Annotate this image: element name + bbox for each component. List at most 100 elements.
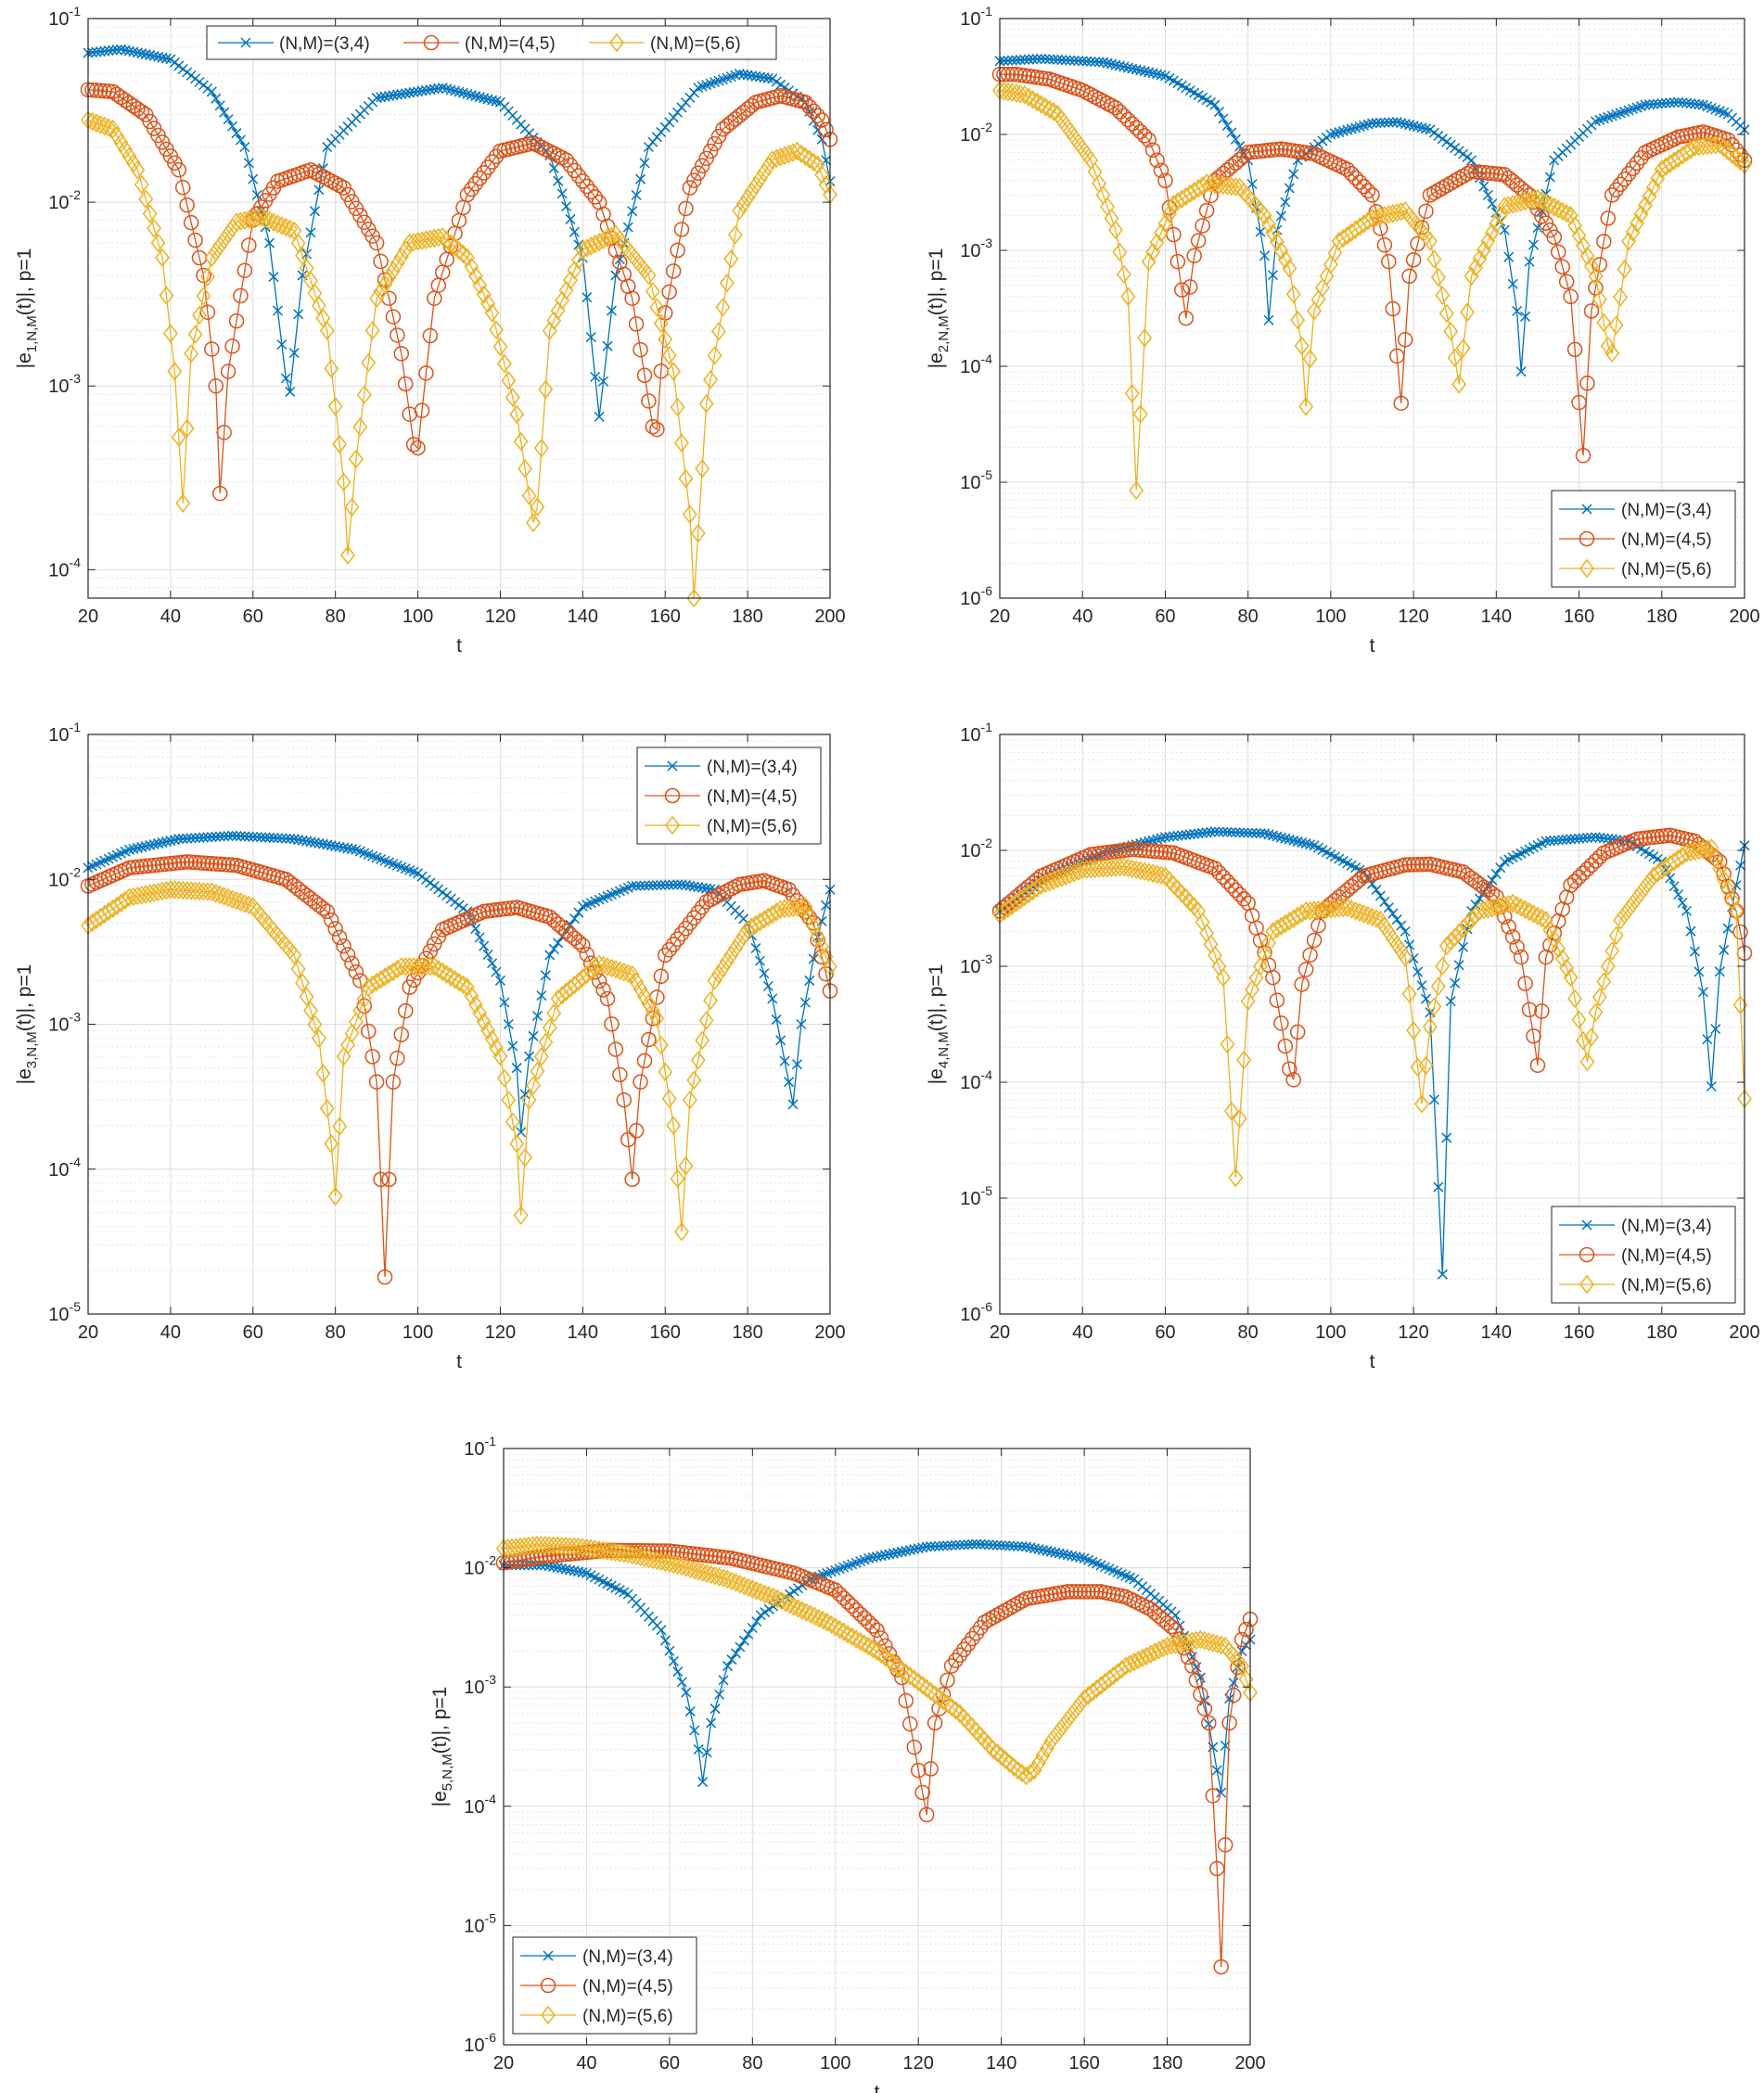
data-point [565, 213, 576, 224]
data-point [1315, 900, 1330, 920]
y-tick-label: 10-1 [960, 4, 992, 30]
data-point [926, 1541, 937, 1552]
data-point [206, 86, 217, 97]
data-point [1023, 54, 1034, 65]
data-point [455, 244, 471, 264]
data-point [199, 304, 216, 320]
data-point [1178, 310, 1194, 326]
data-point [664, 879, 675, 890]
data-point [494, 975, 505, 986]
data-point [1732, 924, 1748, 940]
data-point [93, 83, 109, 99]
data-point [125, 887, 141, 907]
data-point [798, 95, 813, 110]
chart-panel-3: 20 40 60 80 100 120 140 160 180 20010-510-410-310… [14, 720, 846, 1372]
data-point [326, 840, 337, 851]
data-point [1608, 182, 1624, 198]
data-point [844, 1598, 860, 1614]
data-point [245, 209, 261, 229]
data-point [235, 134, 246, 146]
data-point [636, 1053, 653, 1069]
data-point [1576, 1031, 1591, 1051]
y-tick-label-base: 10 [960, 725, 980, 746]
data-point [1131, 64, 1142, 75]
data-point [204, 341, 220, 357]
data-point [430, 928, 447, 945]
data-point [1640, 99, 1651, 110]
data-point [1043, 54, 1055, 65]
data-point [796, 1018, 807, 1030]
data-point [344, 497, 360, 517]
plot-area [88, 19, 830, 598]
y-tick-label-exponent: -3 [70, 371, 82, 386]
data-point [450, 85, 461, 96]
x-tick-label: 60 [659, 2053, 680, 2074]
data-point [954, 1539, 965, 1551]
data-point [747, 1622, 758, 1634]
data-point [99, 45, 110, 57]
data-point [1699, 135, 1715, 156]
data-point [553, 175, 564, 186]
data-point [990, 1742, 1005, 1763]
data-point [1217, 1837, 1234, 1853]
data-point [1652, 98, 1663, 109]
data-point [224, 889, 240, 909]
data-point [1694, 966, 1705, 977]
data-point [1005, 1598, 1022, 1614]
data-point [1720, 141, 1736, 161]
data-point [1197, 827, 1208, 838]
data-point [735, 195, 751, 214]
data-point [645, 418, 661, 435]
data-point [1172, 1634, 1187, 1653]
data-point [524, 1051, 535, 1062]
data-point [1110, 59, 1121, 70]
data-point [1501, 919, 1516, 935]
data-point [1557, 835, 1568, 846]
data-point [624, 1171, 640, 1188]
data-point [1563, 967, 1579, 988]
legend-label: (N,M)=(4,5) [582, 1977, 673, 1997]
data-point [585, 332, 596, 343]
data-point [1571, 1010, 1587, 1029]
data-point [1625, 223, 1641, 242]
data-point [703, 1564, 719, 1585]
data-point [138, 189, 154, 209]
data-point [1381, 204, 1397, 224]
data-point [1428, 127, 1439, 138]
data-point [575, 938, 591, 953]
data-point [157, 837, 168, 849]
data-point [889, 1662, 906, 1678]
data-point [295, 973, 311, 993]
y-tick-label-exponent: -2 [981, 120, 993, 134]
data-point [1594, 832, 1605, 843]
data-point [703, 990, 719, 1011]
y-tick-label: 10-2 [48, 187, 81, 213]
data-point [1067, 863, 1082, 883]
data-point [1076, 1584, 1093, 1600]
data-point [1383, 902, 1394, 913]
data-point [330, 840, 341, 851]
data-point [1297, 962, 1314, 977]
data-point [1284, 183, 1295, 194]
data-point [1285, 1072, 1301, 1088]
data-point [553, 938, 564, 949]
legend-marker [1579, 1274, 1594, 1295]
data-point [1689, 946, 1701, 957]
y-tick-label: 10-2 [960, 120, 992, 146]
data-point [624, 1545, 640, 1565]
data-point [723, 249, 739, 269]
data-point [435, 226, 451, 247]
data-point [1058, 866, 1074, 886]
data-point [1467, 164, 1484, 180]
data-point [1080, 1584, 1096, 1600]
data-point [670, 242, 685, 259]
chart-panel-4: 20 40 60 80 100 120 140 160 180 20010-610-510-410… [926, 720, 1760, 1372]
data-point [1029, 878, 1045, 898]
data-point [804, 975, 815, 986]
data-point [1546, 198, 1562, 217]
data-point [1504, 929, 1521, 945]
data-point [665, 263, 682, 279]
data-point [963, 1539, 974, 1551]
data-point [1596, 234, 1612, 249]
data-point [651, 880, 662, 891]
